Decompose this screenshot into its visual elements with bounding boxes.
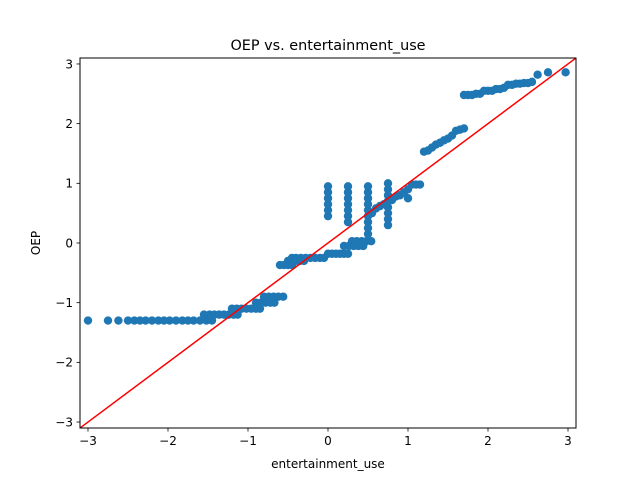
y-tick-label: 3 [65,57,73,71]
data-point [83,316,93,325]
data-point [343,205,353,215]
data-point [403,194,413,203]
data-point [367,237,376,246]
x-tick-label: 3 [564,434,572,448]
data-point [189,316,198,325]
data-point [363,200,373,209]
y-axis: −3 −2 −1 0 1 2 3 [55,57,80,429]
data-point [533,70,542,79]
data-point [123,316,133,325]
data-point [323,211,333,221]
reference-line-group [80,58,576,428]
data-point [363,223,373,233]
x-tick-label: 0 [324,434,332,448]
y-axis-label: OEP [29,231,43,255]
data-point [343,188,353,197]
data-point [323,182,333,191]
data-point [527,77,537,87]
data-point [415,180,425,189]
data-point [323,194,333,203]
reference-line [80,58,576,428]
data-point [363,182,373,191]
x-tick-label: 2 [484,434,492,448]
data-point [383,220,393,230]
y-tick-label: −1 [55,296,73,310]
data-point [343,249,353,258]
data-point [165,316,174,325]
data-point [323,188,333,197]
x-tick-label: 1 [404,434,412,448]
data-point [323,205,333,215]
y-tick-label: −3 [55,415,73,429]
data-point [147,316,157,325]
data-point [323,200,333,209]
y-tick-label: −2 [55,356,73,370]
data-point [363,188,373,197]
y-tick-label: 0 [65,236,73,250]
data-point [103,316,113,325]
data-point [343,194,353,203]
data-point [279,292,288,301]
data-point [383,179,393,188]
data-point [383,185,393,194]
data-point [343,182,353,191]
data-point [195,316,205,325]
data-point [561,68,570,77]
data-point [141,316,150,325]
data-point [383,208,393,218]
data-point [343,211,353,221]
y-tick-label: 2 [65,117,73,131]
x-axis: −3 −2 −1 0 1 2 3 [79,428,572,448]
data-point [343,200,353,209]
x-tick-label: −1 [239,434,257,448]
data-point [383,214,393,224]
data-point [114,316,123,325]
data-point [171,316,181,325]
data-point [363,229,373,239]
data-points [83,68,570,325]
data-point [363,217,373,227]
data-point [459,124,469,133]
chart-title: OEP vs. entertainment_use [230,38,425,54]
x-tick-label: −3 [79,434,97,448]
data-point [383,202,393,212]
x-tick-label: −2 [159,434,177,448]
y-tick-label: 1 [65,177,73,191]
x-axis-label: entertainment_use [271,457,385,471]
data-point [363,194,373,203]
data-point [543,68,553,77]
data-point [343,217,353,227]
